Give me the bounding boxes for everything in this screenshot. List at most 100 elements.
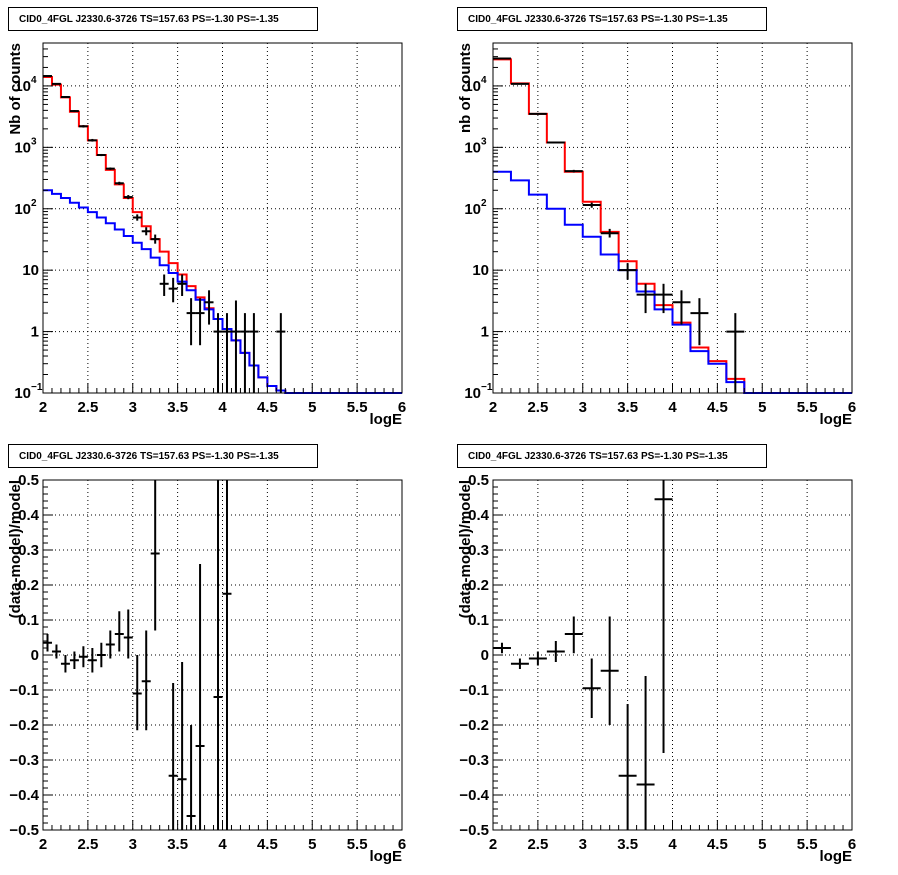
y-tick-label: 0.5 xyxy=(18,472,39,489)
data-point xyxy=(546,641,565,662)
data-point xyxy=(51,644,61,659)
chart-title: CID0_4FGL J2330.6-3726 TS=157.63 PS=-1.3… xyxy=(457,444,767,468)
y-axis-label: Nb of counts xyxy=(7,43,24,135)
data-point xyxy=(636,676,655,830)
data-point xyxy=(654,480,673,753)
x-axis: 2 2.5 3 3.5 4 4.5 5 5.5 6 xyxy=(39,383,406,416)
x-tick-label: 5.5 xyxy=(347,399,368,416)
data-point xyxy=(132,655,142,731)
data-point xyxy=(87,648,97,673)
data-point xyxy=(249,313,259,393)
data-point xyxy=(177,274,187,296)
x-axis: 2 2.5 3 3.5 4 4.5 5 5.5 6 xyxy=(39,820,406,853)
x-tick-label: 5.5 xyxy=(797,836,818,853)
y-axis-label: (data-model)/model xyxy=(457,480,474,618)
x-tick-label: 3 xyxy=(579,836,587,853)
x-tick-label: 3.5 xyxy=(617,399,638,416)
data-point xyxy=(600,616,619,725)
x-tick-label: 4.5 xyxy=(707,399,728,416)
chart-title: CID0_4FGL J2330.6-3726 TS=157.63 PS=-1.3… xyxy=(8,444,318,468)
x-axis-label: logE xyxy=(370,848,403,865)
x-tick-label: 5.5 xyxy=(347,836,368,853)
data-point xyxy=(168,683,178,830)
x-tick-label: 3 xyxy=(579,399,587,416)
data-point xyxy=(213,313,223,393)
data-point xyxy=(618,263,637,280)
y-tick-label: 0.4 xyxy=(18,507,40,524)
data-point xyxy=(672,290,691,325)
data-point xyxy=(186,725,196,830)
y-tick-label: −0.2 xyxy=(9,717,39,734)
y-tick-label: −0.1 xyxy=(9,682,39,699)
data-point xyxy=(186,298,196,346)
y-tick-label: 0.4 xyxy=(468,507,490,524)
data-point xyxy=(43,75,52,78)
data-point xyxy=(123,609,133,659)
x-tick-label: 2.5 xyxy=(77,399,98,416)
y-tick-label-exponent: 3 xyxy=(31,136,37,147)
chart-title: CID0_4FGL J2330.6-3726 TS=157.63 PS=-1.3… xyxy=(457,7,767,31)
data-point xyxy=(636,283,655,314)
x-tick-label: 6 xyxy=(398,836,406,853)
data-point xyxy=(240,313,250,393)
y-tick-label: 0.3 xyxy=(18,542,39,559)
data-point xyxy=(582,202,601,208)
data-point xyxy=(168,277,178,303)
x-tick-label: 3.5 xyxy=(167,399,188,416)
x-tick-label: 3 xyxy=(129,836,137,853)
x-tick-label: 4.5 xyxy=(707,836,728,853)
x-tick-label: 3.5 xyxy=(167,836,188,853)
data-point xyxy=(528,112,547,115)
y-tick-label: 10 xyxy=(14,201,31,218)
x-tick-label: 5.5 xyxy=(797,399,818,416)
y-tick-label: 10 xyxy=(22,262,39,279)
y-axis-label: (data-model)/model xyxy=(7,480,24,618)
x-tick-label: 5 xyxy=(758,399,766,416)
data-point xyxy=(69,651,79,669)
y-tick-label-exponent: 3 xyxy=(481,136,487,147)
y-tick-label: 1 xyxy=(31,324,39,341)
y-tick-label: 1 xyxy=(481,324,489,341)
data-point xyxy=(195,298,205,346)
y-tick-label-exponent: −1 xyxy=(31,382,43,393)
x-tick-label: 2 xyxy=(39,836,47,853)
y-tick-label: 0.1 xyxy=(18,612,39,629)
y-tick-label: 0.2 xyxy=(468,577,489,594)
data-point xyxy=(43,634,52,652)
data-point xyxy=(654,283,673,314)
y-tick-label-exponent: 2 xyxy=(481,198,487,209)
y-axis: −0.5 −0.4 −0.3 −0.2 −0.1 0 0.1 0.2 0.3 0.4 0.5 xyxy=(9,472,53,839)
y-tick-label: 10 xyxy=(464,201,481,218)
data-point xyxy=(177,662,187,830)
data-point xyxy=(204,290,214,325)
x-axis: 2 2.5 3 3.5 4 4.5 5 5.5 6 xyxy=(489,383,856,416)
x-tick-label: 4 xyxy=(668,399,677,416)
y-tick-label: 0.1 xyxy=(468,612,489,629)
data-point xyxy=(159,274,169,296)
data-point xyxy=(96,642,106,668)
x-tick-label: 5 xyxy=(308,836,316,853)
y-tick-label: −0.4 xyxy=(9,787,39,804)
data-point xyxy=(132,214,142,221)
y-tick-label: 0.2 xyxy=(18,577,39,594)
data-point xyxy=(123,195,133,200)
data-point xyxy=(726,313,745,393)
y-tick-label-exponent: 4 xyxy=(481,75,487,86)
y-tick-label: −0.5 xyxy=(9,822,39,839)
x-tick-label: 2.5 xyxy=(527,399,548,416)
x-tick-label: 6 xyxy=(398,399,406,416)
x-tick-label: 4 xyxy=(218,399,227,416)
x-tick-label: 2 xyxy=(39,399,47,416)
x-tick-label: 3.5 xyxy=(617,836,638,853)
x-tick-label: 2.5 xyxy=(527,836,548,853)
data-point xyxy=(114,611,124,652)
data-point xyxy=(276,313,286,393)
y-tick-label: 10 xyxy=(464,385,481,402)
grid xyxy=(493,480,852,830)
data-point xyxy=(213,480,223,830)
data-point xyxy=(141,227,151,236)
y-tick-label: −0.2 xyxy=(459,717,489,734)
